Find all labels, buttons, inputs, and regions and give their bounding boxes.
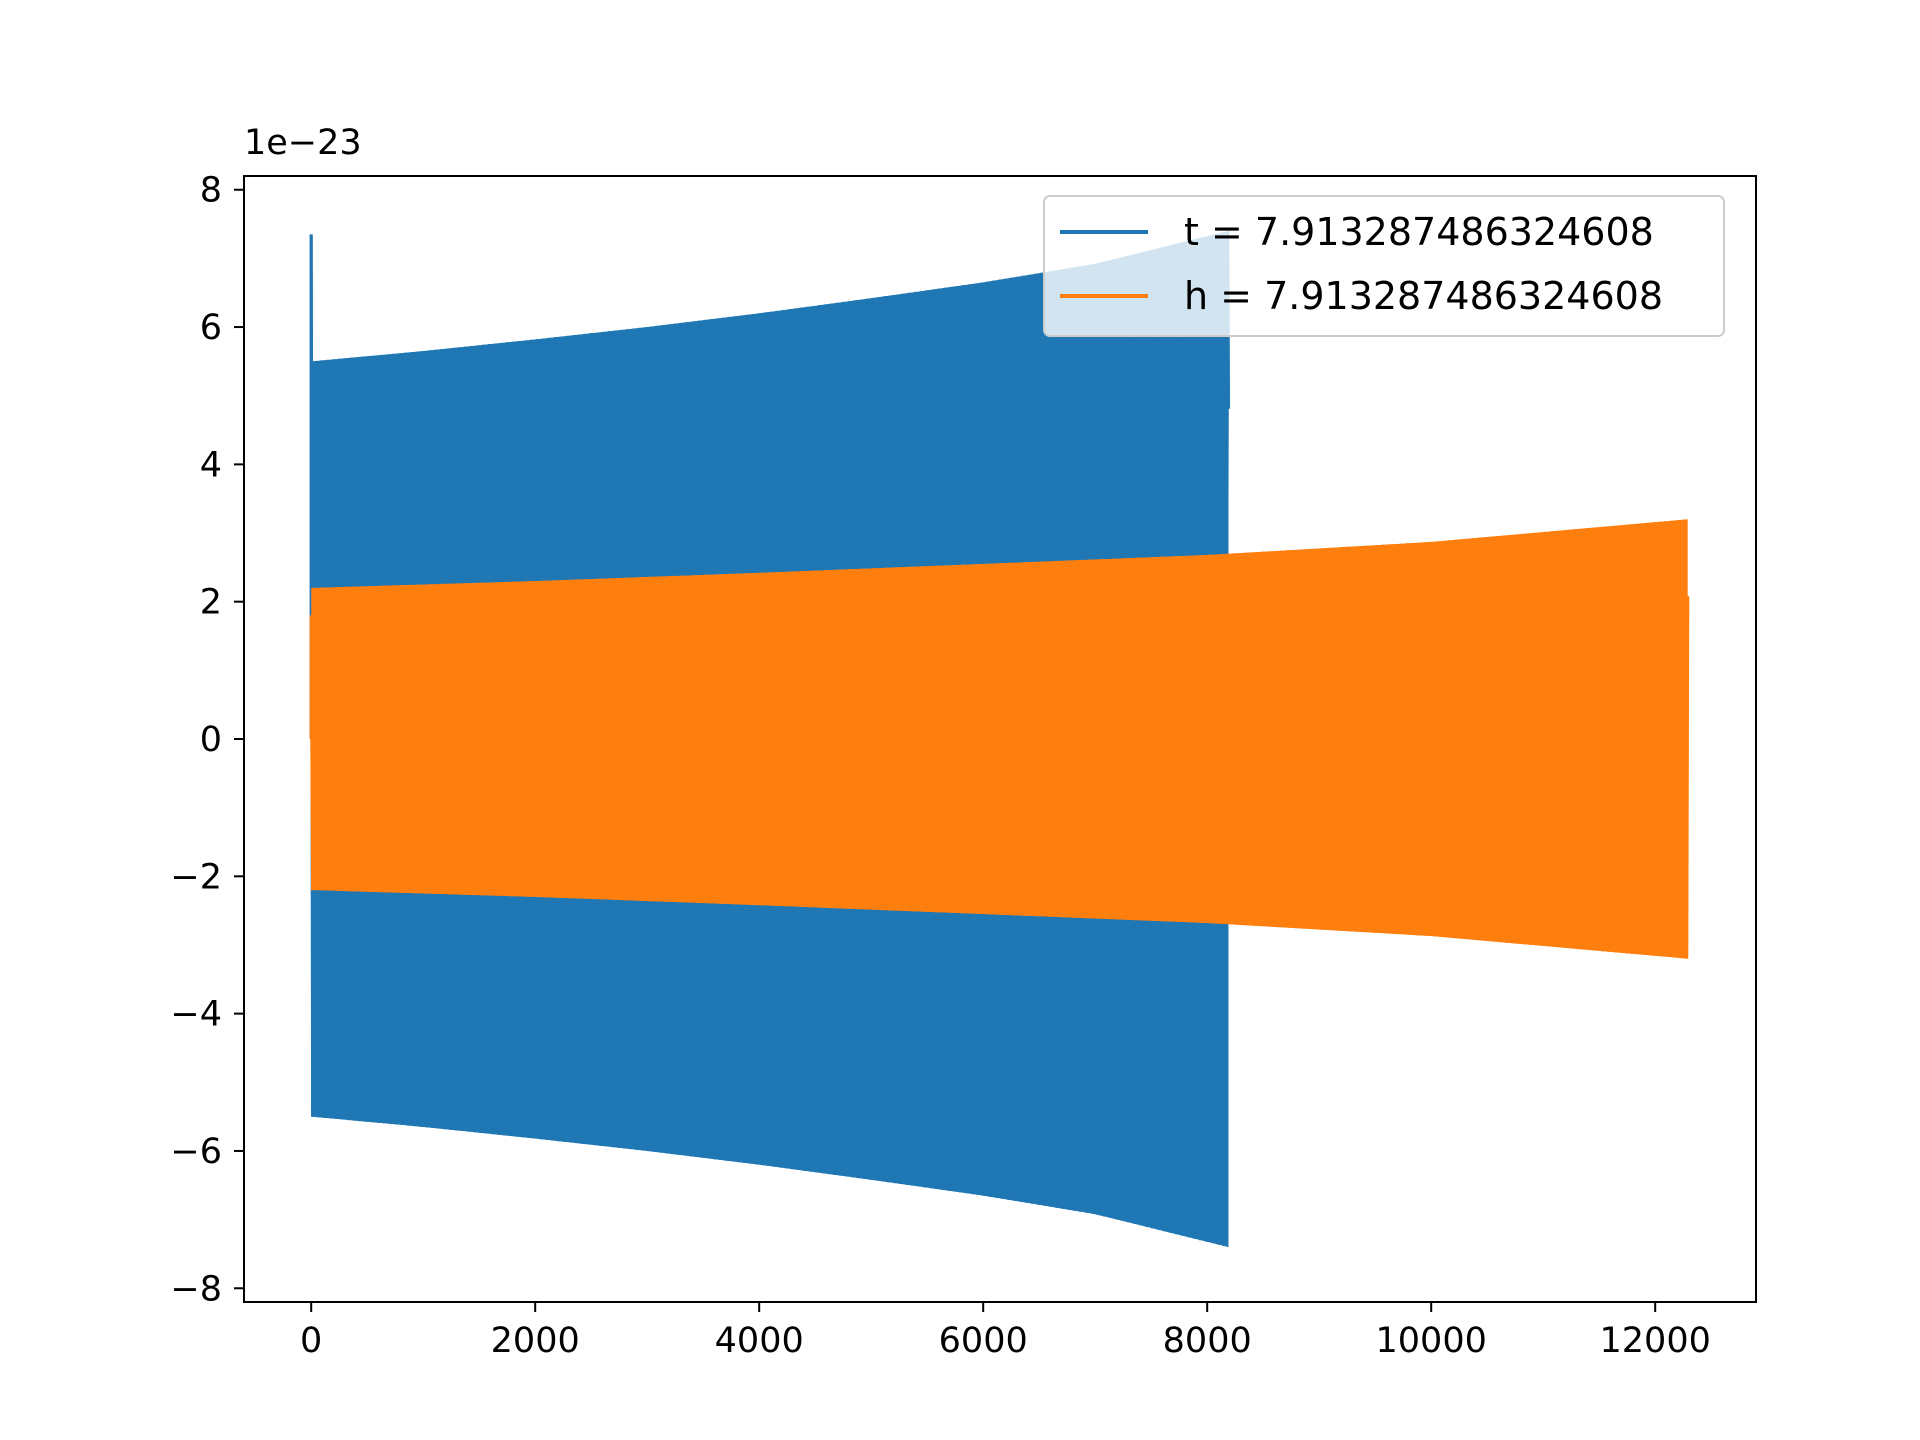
series-1	[309, 519, 1690, 959]
x-tick-label: 0	[300, 1321, 322, 1361]
axes: 0 2000 4000 6000 8000 10000 12000 8 6 4 2 0 −2 −4 −6 −8…	[170, 123, 1757, 1361]
y-tick-label: 0	[200, 720, 222, 760]
x-tick-label: 8000	[1163, 1321, 1252, 1361]
x-tick-label: 2000	[491, 1321, 580, 1361]
legend-label-1: h = 7.913287486324608	[1184, 274, 1663, 318]
y-tick-label: −8	[170, 1269, 222, 1309]
y-tick-label: −4	[170, 995, 222, 1035]
y-tick-label: 4	[200, 445, 222, 485]
legend: t = 7.913287486324608 h = 7.9132874863246…	[1043, 195, 1725, 337]
x-tick-label: 6000	[939, 1321, 1028, 1361]
plot-area	[309, 230, 1690, 1248]
y-offset-label: 1e−23	[244, 123, 362, 163]
series-1-line	[309, 519, 1690, 959]
y-tick-label: 6	[200, 308, 222, 348]
y-tick-label: −6	[170, 1132, 222, 1172]
x-tick-label: 4000	[715, 1321, 804, 1361]
y-tick-label: −2	[170, 857, 222, 897]
x-tick-label: 12000	[1600, 1321, 1711, 1361]
legend-label-0: t = 7.913287486324608	[1184, 210, 1654, 254]
y-tick-label: 2	[200, 583, 222, 623]
y-tick-label: 8	[200, 171, 222, 211]
x-tick-label: 10000	[1376, 1321, 1487, 1361]
legend-box	[1043, 195, 1725, 337]
